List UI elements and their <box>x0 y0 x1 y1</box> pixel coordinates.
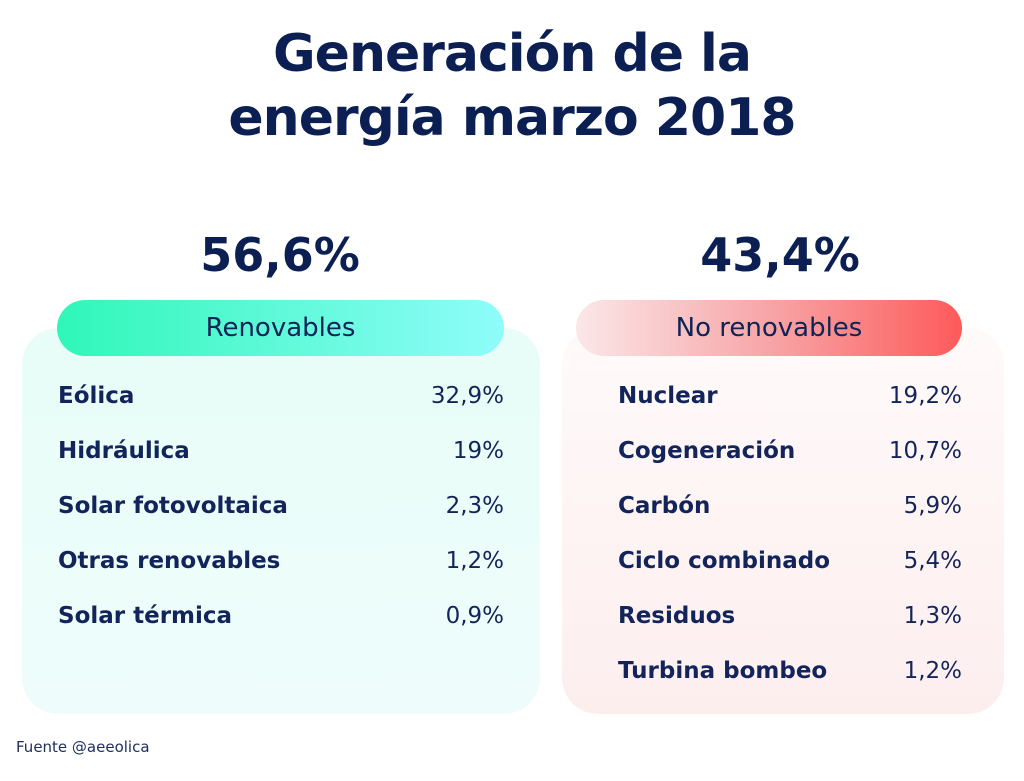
nonrenewables-list: Nuclear 19,2% Cogeneración 10,7% Carbón 5,9% C… <box>618 368 962 698</box>
source-value: 1,2% <box>445 547 504 574</box>
source-value: 5,4% <box>903 547 962 574</box>
source-value: 1,2% <box>903 657 962 684</box>
source-note: Fuente @aeeolica <box>16 738 150 756</box>
source-label: Eólica <box>58 382 135 409</box>
source-label: Nuclear <box>618 382 718 409</box>
source-value: 19% <box>452 437 504 464</box>
table-row: Residuos 1,3% <box>618 588 962 643</box>
source-label: Turbina bombeo <box>618 657 828 684</box>
renewables-total: 56,6% <box>200 228 360 282</box>
source-label: Solar térmica <box>58 602 233 629</box>
source-label: Cogeneración <box>618 437 796 464</box>
nonrenewables-total: 43,4% <box>700 228 860 282</box>
title-line-1: Generación de la <box>273 24 752 84</box>
renewables-header: Renovables <box>57 300 504 356</box>
source-value: 1,3% <box>903 602 962 629</box>
page-title: Generación de la energía marzo 2018 <box>0 22 1024 150</box>
source-value: 2,3% <box>445 492 504 519</box>
source-label: Carbón <box>618 492 711 519</box>
source-label: Solar fotovoltaica <box>58 492 288 519</box>
table-row: Hidráulica 19% <box>58 423 504 478</box>
source-label: Residuos <box>618 602 736 629</box>
table-row: Solar térmica 0,9% <box>58 588 504 643</box>
table-row: Ciclo combinado 5,4% <box>618 533 962 588</box>
renewables-list: Eólica 32,9% Hidráulica 19% Solar fotovoltai… <box>58 368 504 643</box>
title-line-2: energía marzo 2018 <box>228 88 796 148</box>
table-row: Carbón 5,9% <box>618 478 962 533</box>
source-label: Otras renovables <box>58 547 281 574</box>
table-row: Turbina bombeo 1,2% <box>618 643 962 698</box>
nonrenewables-panel <box>562 328 1004 714</box>
source-label: Ciclo combinado <box>618 547 830 574</box>
source-label: Hidráulica <box>58 437 190 464</box>
table-row: Nuclear 19,2% <box>618 368 962 423</box>
table-row: Eólica 32,9% <box>58 368 504 423</box>
source-value: 10,7% <box>888 437 962 464</box>
source-value: 32,9% <box>430 382 504 409</box>
source-value: 0,9% <box>445 602 504 629</box>
nonrenewables-header: No renovables <box>576 300 962 356</box>
renewables-panel <box>22 328 540 714</box>
table-row: Solar fotovoltaica 2,3% <box>58 478 504 533</box>
table-row: Cogeneración 10,7% <box>618 423 962 478</box>
table-row: Otras renovables 1,2% <box>58 533 504 588</box>
source-value: 19,2% <box>888 382 962 409</box>
source-value: 5,9% <box>903 492 962 519</box>
